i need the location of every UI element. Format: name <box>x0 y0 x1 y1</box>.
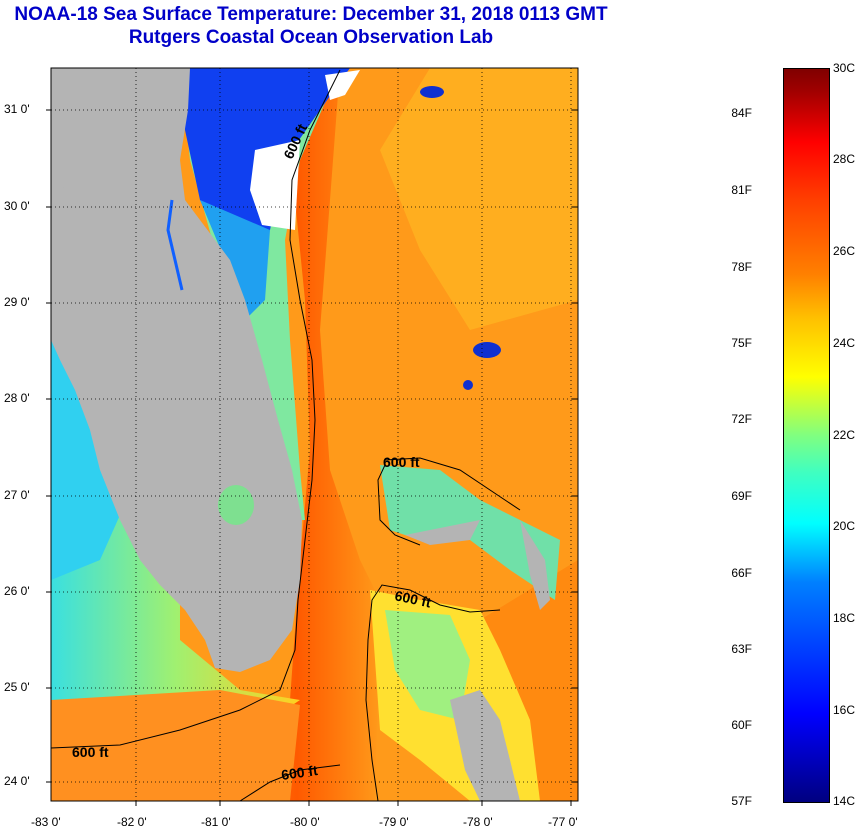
colorbar-f-78: 78F <box>731 260 752 274</box>
lat-label-28: 28 0' <box>4 391 30 405</box>
map-frame <box>50 67 579 802</box>
chart-subtitle: Rutgers Coastal Ocean Observation Lab <box>128 27 494 48</box>
great-bahama-bank-shallows <box>385 610 470 720</box>
colorbar-c-14: 14C <box>833 794 856 808</box>
colorbar-f-84: 84F <box>731 106 752 120</box>
contour-label-bahama: 600 ft <box>383 454 420 470</box>
colorbar-c-26: 26C <box>833 244 856 258</box>
colorbar-c-16: 16C <box>833 703 856 717</box>
colorbar-c-28: 28C <box>833 152 856 166</box>
lat-label-31: 31 0' <box>4 102 30 116</box>
cold-spot <box>473 342 501 358</box>
axis-ticks <box>46 109 578 806</box>
colorbar-c-22: 22C <box>833 428 856 442</box>
colorbar-c-20: 20C <box>833 519 856 533</box>
lat-label-24: 24 0' <box>4 774 30 788</box>
lon-label-82: -82 0' <box>117 815 147 829</box>
colorbar-f-75: 75F <box>731 336 752 350</box>
cold-spot-3 <box>463 380 473 390</box>
colorbar-c-18: 18C <box>833 611 856 625</box>
lat-label-26: 26 0' <box>4 584 30 598</box>
lon-label-80: -80 0' <box>290 815 320 829</box>
colorbar-f-69: 69F <box>731 489 752 503</box>
lake-okeechobee <box>218 485 254 525</box>
lat-label-30: 30 0' <box>4 199 30 213</box>
colorbar-f-57: 57F <box>731 794 752 808</box>
lat-label-29: 29 0' <box>4 295 30 309</box>
cloud-patch-north <box>325 70 360 100</box>
warm-patch-east <box>380 68 578 330</box>
temperature-colorbar <box>783 68 830 803</box>
lon-label-77: -77 0' <box>548 815 578 829</box>
panhandle-coast-water <box>51 180 120 270</box>
cold-spot-2 <box>420 86 444 98</box>
cool-coastal-water <box>200 200 270 320</box>
colorbar-c-24: 24C <box>833 336 856 350</box>
depth-contours <box>51 69 521 801</box>
colorbar-c-30: 30C <box>833 61 856 75</box>
gulf-stream <box>230 68 380 801</box>
lat-label-27: 27 0' <box>4 488 30 502</box>
colorbar-f-60: 60F <box>731 718 752 732</box>
st-johns-river <box>166 199 184 291</box>
contour-label-east: 600 ft <box>393 587 432 610</box>
andros-island <box>450 690 520 801</box>
lon-label-79: -79 0' <box>379 815 409 829</box>
abaco-island <box>520 520 550 610</box>
warm-patch-se <box>480 560 578 801</box>
lat-label-25: 25 0' <box>4 680 30 694</box>
grand-bahama-island <box>405 520 480 545</box>
contour-label-gulf: 600 ft <box>72 744 109 760</box>
chart-title: NOAA-18 Sea Surface Temperature: Decembe… <box>14 4 608 25</box>
colorbar-f-63: 63F <box>731 642 752 656</box>
colorbar-f-81: 81F <box>731 183 752 197</box>
cloud-patch <box>250 140 300 230</box>
colorbar-f-66: 66F <box>731 566 752 580</box>
lon-label-83: -83 0' <box>31 815 61 829</box>
lon-label-81: -81 0' <box>201 815 231 829</box>
colorbar-f-72: 72F <box>731 412 752 426</box>
lon-label-78: -78 0' <box>463 815 493 829</box>
gulf-south-warm <box>51 690 300 801</box>
contour-label-south: 600 ft <box>280 762 319 783</box>
